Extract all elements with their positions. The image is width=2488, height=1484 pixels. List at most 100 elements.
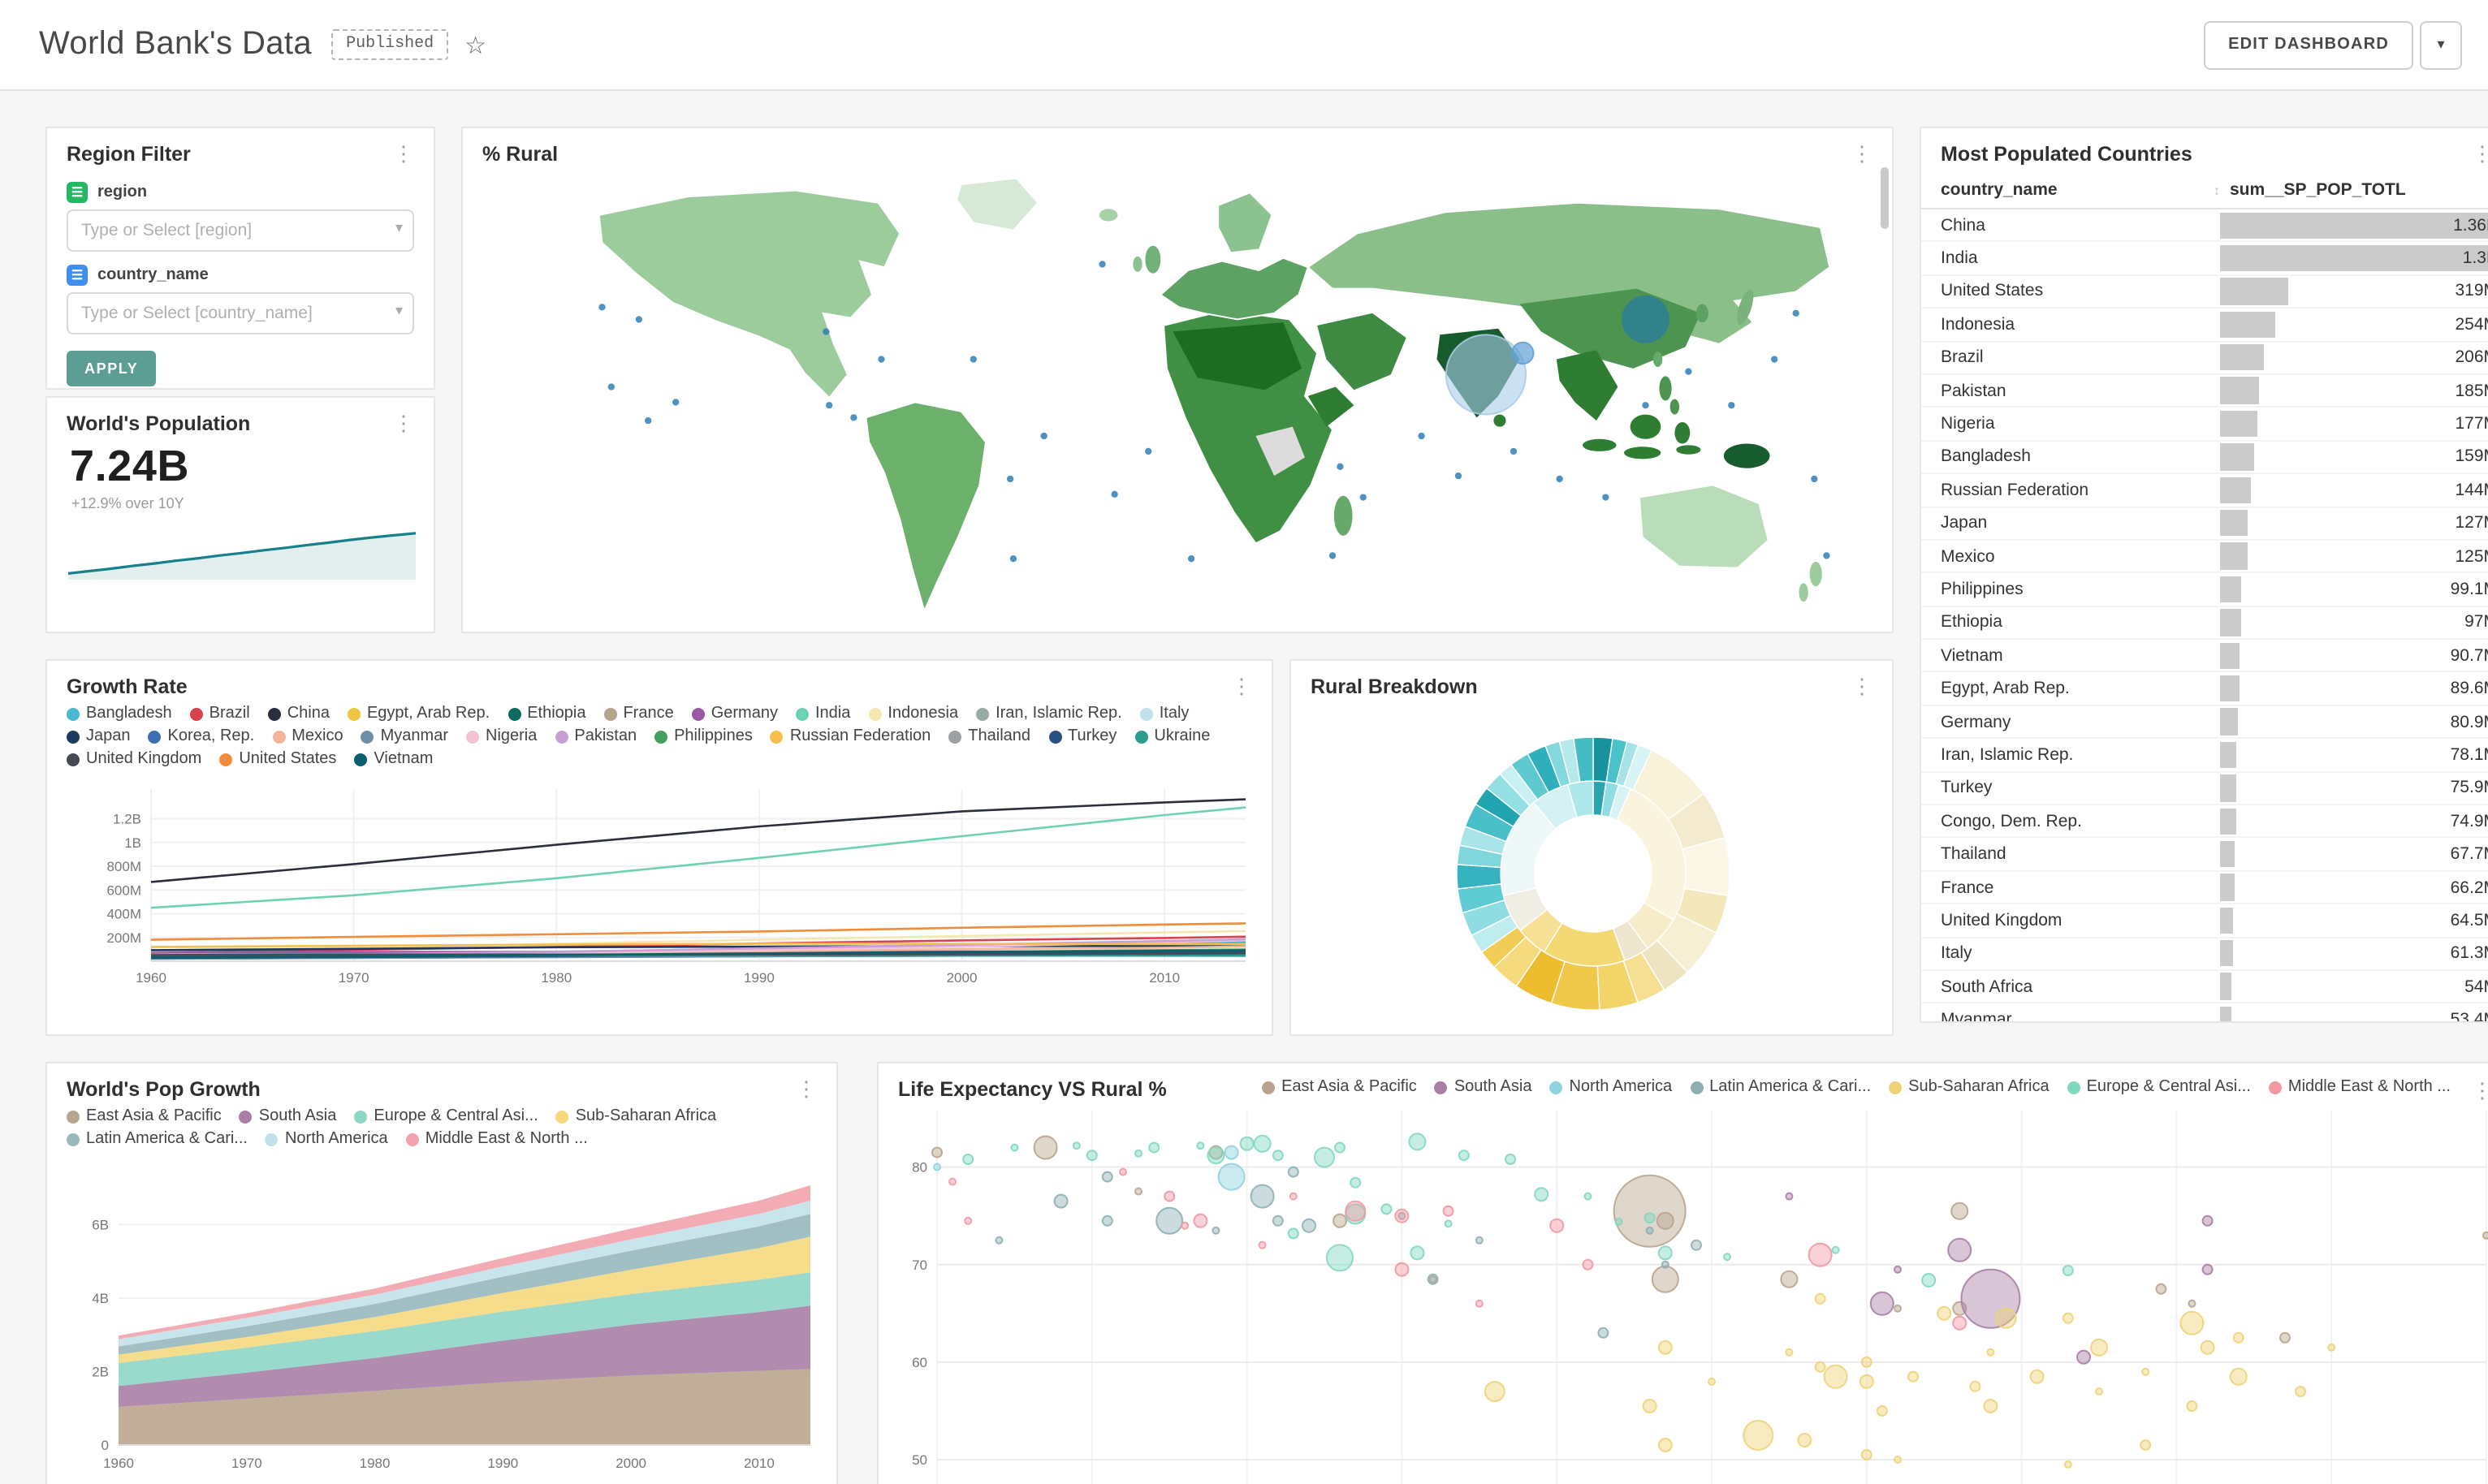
- kebab-menu-icon[interactable]: ⋮: [393, 411, 414, 435]
- legend-item[interactable]: Bangladesh: [67, 705, 172, 723]
- legend-item[interactable]: Brazil: [189, 705, 250, 723]
- table-row[interactable]: Egypt, Arab Rep. 89.6M: [1921, 673, 2488, 706]
- header-menu-button[interactable]: ▾: [2420, 20, 2462, 69]
- table-row[interactable]: Turkey 75.9M: [1921, 772, 2488, 806]
- legend-item[interactable]: Philippines: [654, 727, 753, 745]
- kebab-menu-icon[interactable]: ⋮: [1851, 674, 1872, 698]
- table-row[interactable]: France 66.2M: [1921, 872, 2488, 905]
- kebab-menu-icon[interactable]: ⋮: [393, 141, 414, 166]
- published-badge[interactable]: Published: [331, 29, 449, 60]
- kebab-menu-icon[interactable]: ⋮: [2469, 1079, 2488, 1100]
- table-row[interactable]: Brazil 206M: [1921, 342, 2488, 375]
- legend-item[interactable]: Indonesia: [868, 705, 958, 723]
- legend-item[interactable]: Iran, Islamic Rep.: [976, 705, 1122, 723]
- map-sumatra[interactable]: [1582, 438, 1617, 451]
- legend-item[interactable]: Latin America & Cari...: [67, 1130, 248, 1148]
- map-australia[interactable]: [1638, 484, 1769, 569]
- legend-item[interactable]: North America: [1549, 1078, 1672, 1096]
- legend-item[interactable]: North America: [265, 1130, 388, 1148]
- region-input[interactable]: [68, 211, 413, 250]
- table-row[interactable]: United States 319M: [1921, 276, 2488, 309]
- legend-item[interactable]: East Asia & Pacific: [1262, 1078, 1417, 1096]
- table-row[interactable]: Indonesia 254M: [1921, 308, 2488, 343]
- legend-item[interactable]: Thailand: [948, 727, 1030, 745]
- table-row[interactable]: Myanmar 53.4M: [1921, 1004, 2488, 1021]
- table-row[interactable]: India 1.3B: [1921, 243, 2488, 276]
- legend-item[interactable]: South Asia: [239, 1107, 336, 1125]
- country-input[interactable]: [68, 294, 413, 333]
- legend-item[interactable]: East Asia & Pacific: [67, 1107, 222, 1125]
- legend-item[interactable]: Ethiopia: [508, 705, 585, 723]
- map-united-kingdom[interactable]: [1145, 245, 1161, 274]
- table-row[interactable]: Philippines 99.1M: [1921, 574, 2488, 607]
- map-south-america[interactable]: [865, 401, 987, 614]
- legend-item[interactable]: Pakistan: [555, 727, 637, 745]
- region-select[interactable]: ▾: [67, 209, 414, 252]
- favorite-star-icon[interactable]: ☆: [464, 32, 486, 59]
- table-row[interactable]: Congo, Dem. Rep. 74.9M: [1921, 805, 2488, 839]
- map-scandinavia[interactable]: [1219, 193, 1272, 252]
- map-central-africa-nodata[interactable]: [1255, 426, 1305, 477]
- map-greenland[interactable]: [955, 177, 1039, 231]
- map-taiwan[interactable]: [1652, 352, 1663, 367]
- map-sulawesi[interactable]: [1674, 422, 1691, 444]
- table-row[interactable]: Iran, Islamic Rep. 78.1M: [1921, 740, 2488, 773]
- legend-item[interactable]: Korea, Rep.: [148, 727, 254, 745]
- table-row[interactable]: Germany 80.9M: [1921, 706, 2488, 740]
- table-row[interactable]: Mexico 125M: [1921, 541, 2488, 574]
- map-middle-east[interactable]: [1317, 313, 1406, 390]
- legend-item[interactable]: Middle East & North ...: [405, 1130, 588, 1148]
- map-north-africa[interactable]: [1173, 322, 1302, 390]
- column-header-country[interactable]: country_name ↕: [1941, 180, 2220, 200]
- table-row[interactable]: Ethiopia 97M: [1921, 606, 2488, 641]
- table-row[interactable]: Vietnam 90.7M: [1921, 640, 2488, 673]
- table-row[interactable]: United Kingdom 64.5M: [1921, 904, 2488, 938]
- map-new-zealand-north[interactable]: [1809, 561, 1822, 587]
- legend-item[interactable]: United Kingdom: [67, 750, 201, 768]
- legend-item[interactable]: Russian Federation: [770, 727, 931, 745]
- map-philippines-south[interactable]: [1669, 399, 1680, 415]
- legend-item[interactable]: Sub-Saharan Africa: [1889, 1078, 2050, 1096]
- kebab-menu-icon[interactable]: ⋮: [1851, 141, 1872, 166]
- legend-item[interactable]: Middle East & North ...: [2268, 1078, 2451, 1096]
- country-select[interactable]: ▾: [67, 292, 414, 334]
- legend-item[interactable]: Europe & Central Asi...: [354, 1107, 538, 1125]
- table-row[interactable]: South Africa 54M: [1921, 971, 2488, 1004]
- map-iceland[interactable]: [1099, 209, 1118, 222]
- legend-item[interactable]: India: [795, 705, 850, 723]
- kebab-menu-icon[interactable]: ⋮: [2469, 143, 2488, 164]
- legend-item[interactable]: Vietnam: [354, 750, 433, 768]
- map-new-guinea[interactable]: [1723, 443, 1770, 468]
- kebab-menu-icon[interactable]: ⋮: [1231, 674, 1252, 698]
- table-row[interactable]: Pakistan 185M: [1921, 375, 2488, 408]
- legend-item[interactable]: Nigeria: [466, 727, 537, 745]
- legend-item[interactable]: South Asia: [1434, 1078, 1531, 1096]
- map-java[interactable]: [1624, 446, 1661, 459]
- legend-item[interactable]: China: [267, 705, 330, 723]
- map-north-america[interactable]: [598, 189, 901, 399]
- legend-item[interactable]: United States: [219, 750, 336, 768]
- legend-item[interactable]: Japan: [67, 727, 131, 745]
- table-row[interactable]: Thailand 67.7M: [1921, 839, 2488, 872]
- table-row[interactable]: Russian Federation 144M: [1921, 474, 2488, 508]
- legend-item[interactable]: Mexico: [272, 727, 343, 745]
- legend-item[interactable]: Ukraine: [1134, 727, 1210, 745]
- table-row[interactable]: China 1.36B: [1921, 209, 2488, 243]
- legend-item[interactable]: Egypt, Arab Rep.: [347, 705, 490, 723]
- map-sri-lanka[interactable]: [1493, 414, 1506, 427]
- edit-dashboard-button[interactable]: EDIT DASHBOARD: [2204, 20, 2413, 69]
- legend-item[interactable]: Germany: [691, 705, 778, 723]
- map-madagascar[interactable]: [1333, 495, 1353, 536]
- legend-item[interactable]: Sub-Saharan Africa: [555, 1107, 716, 1125]
- legend-item[interactable]: Italy: [1139, 705, 1189, 723]
- legend-item[interactable]: Myanmar: [361, 727, 448, 745]
- kebab-menu-icon[interactable]: ⋮: [796, 1076, 817, 1101]
- legend-item[interactable]: Europe & Central Asi...: [2067, 1078, 2251, 1096]
- map-borneo[interactable]: [1630, 414, 1661, 439]
- map-korea[interactable]: [1695, 304, 1708, 323]
- table-row[interactable]: Nigeria 177M: [1921, 408, 2488, 442]
- map-southeast-asia[interactable]: [1556, 350, 1618, 421]
- legend-item[interactable]: Turkey: [1048, 727, 1117, 745]
- column-header-population[interactable]: sum__SP_POP_TOTL ↕: [2230, 180, 2406, 200]
